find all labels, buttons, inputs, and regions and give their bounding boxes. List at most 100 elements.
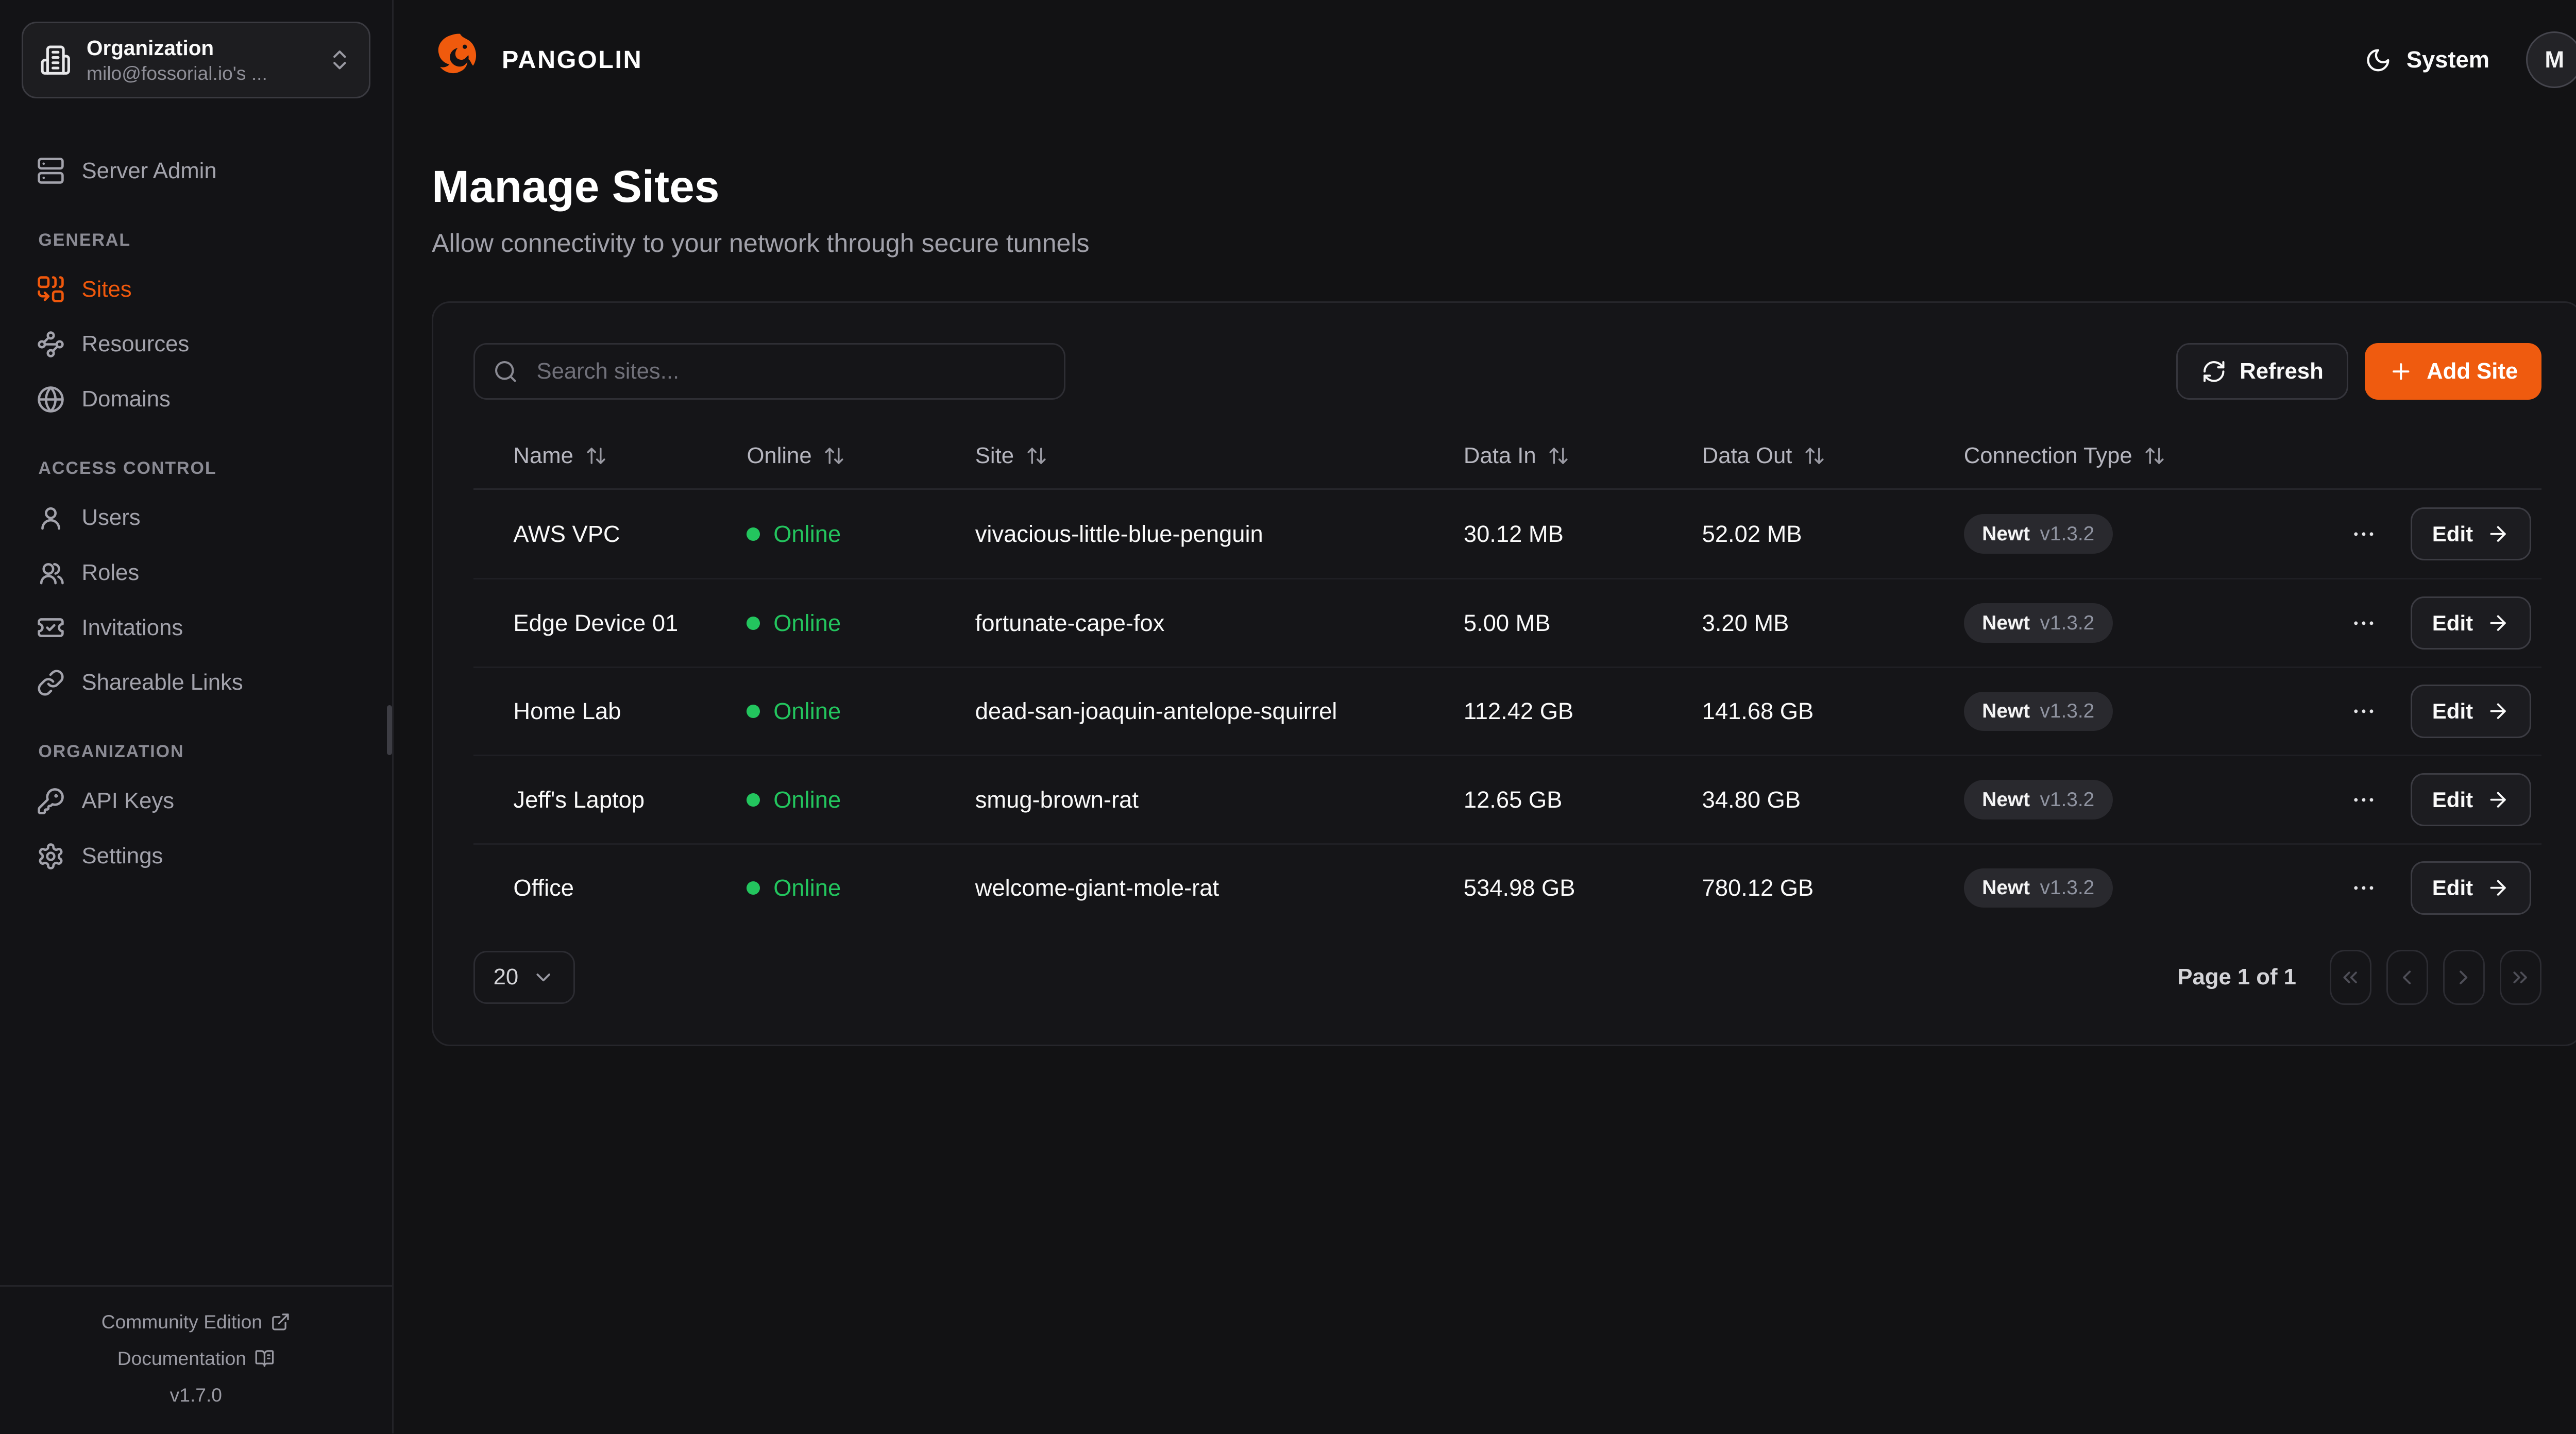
next-page-button[interactable] <box>2443 949 2485 1005</box>
first-page-button[interactable] <box>2329 949 2371 1005</box>
arrow-right-icon <box>2490 792 2506 808</box>
connection-type-cell: Newt v1.3.2 <box>1963 691 2347 731</box>
edit-button[interactable]: Edit <box>2410 685 2532 738</box>
connection-type-cell: Newt v1.3.2 <box>1963 780 2347 820</box>
page-size-select[interactable]: 20 <box>473 950 575 1004</box>
row-actions-button[interactable] <box>2347 695 2381 728</box>
table-row: Office Online welcome-giant-mole-rat 534… <box>473 843 2541 932</box>
search-input[interactable] <box>533 356 1045 386</box>
online-status-cell: Online <box>747 875 975 901</box>
pager-buttons <box>2329 949 2541 1005</box>
row-actions-button[interactable] <box>2347 872 2381 905</box>
connection-type-name: Newt <box>1982 522 2030 545</box>
chevrons-right-icon <box>2513 971 2528 983</box>
connection-type-name: Newt <box>1982 700 2030 723</box>
online-status-label: Online <box>773 609 841 636</box>
site-slug-cell: dead-san-joaquin-antelope-squirrel <box>975 698 1337 725</box>
search-icon <box>495 361 516 382</box>
avatar[interactable]: M <box>2526 31 2576 89</box>
external-link-icon <box>272 1313 289 1330</box>
sidebar-item-users[interactable]: Users <box>22 490 370 545</box>
site-name-cell: Home Lab <box>513 698 621 725</box>
sidebar-item-label: API Keys <box>81 788 175 814</box>
connection-type-badge: Newt v1.3.2 <box>1963 780 2113 820</box>
sites-card: Refresh Add Site Name Online <box>432 301 2576 1047</box>
community-edition-link[interactable]: Community Edition <box>0 1304 392 1340</box>
column-label: Site <box>975 442 1014 468</box>
users-icon <box>37 558 65 587</box>
data-out-cell: 3.20 MB <box>1702 609 1789 636</box>
connection-type-version: v1.3.2 <box>2040 788 2095 811</box>
sidebar-scrollbar-thumb[interactable] <box>386 705 392 755</box>
online-status-cell: Online <box>747 610 975 637</box>
sidebar-item-label: Users <box>81 505 141 530</box>
page-indicator: Page 1 of 1 <box>2177 964 2296 990</box>
chevron-left-icon <box>2403 970 2411 984</box>
column-header-data-in[interactable]: Data In <box>1464 443 1702 469</box>
sidebar-nav: Server Admin GENERAL Sites Resources Dom <box>0 120 392 883</box>
column-header-online[interactable]: Online <box>747 443 975 469</box>
connection-type-name: Newt <box>1982 611 2030 634</box>
key-icon <box>37 787 65 815</box>
sites-table-header: Name Online Site Data In <box>473 423 2541 490</box>
online-status-cell: Online <box>747 521 975 548</box>
edit-button[interactable]: Edit <box>2410 861 2532 915</box>
sidebar-item-settings[interactable]: Settings <box>22 829 370 884</box>
add-site-button[interactable]: Add Site <box>2365 343 2541 400</box>
documentation-label: Documentation <box>117 1347 246 1369</box>
sidebar-item-resources[interactable]: Resources <box>22 317 370 372</box>
sidebar-item-domains[interactable]: Domains <box>22 372 370 427</box>
sidebar-section-access-control: ACCESS CONTROL <box>38 458 217 478</box>
edit-button-label: Edit <box>2432 787 2473 812</box>
connection-type-cell: Newt v1.3.2 <box>1963 514 2347 554</box>
sidebar-item-roles[interactable]: Roles <box>22 545 370 600</box>
sidebar: Organization milo@fossorial.io's ... Ser… <box>0 0 394 1433</box>
documentation-link[interactable]: Documentation <box>0 1340 392 1377</box>
online-status-cell: Online <box>747 787 975 813</box>
data-out-cell: 52.02 MB <box>1702 520 1802 547</box>
data-in-cell: 112.42 GB <box>1463 698 1574 725</box>
connection-type-version: v1.3.2 <box>2040 877 2095 899</box>
connection-type-badge: Newt v1.3.2 <box>1963 868 2113 908</box>
column-header-data-out[interactable]: Data Out <box>1702 443 1964 469</box>
org-switcher-text: Organization milo@fossorial.io's ... <box>87 35 312 85</box>
sidebar-item-label: Resources <box>81 331 190 357</box>
sidebar-item-shareable-links[interactable]: Shareable Links <box>22 655 370 710</box>
site-name-cell: Edge Device 01 <box>513 609 679 636</box>
pangolin-logo-icon <box>438 34 477 74</box>
link-icon <box>37 669 65 697</box>
sidebar-item-sites[interactable]: Sites <box>22 262 370 317</box>
connection-type-cell: Newt v1.3.2 <box>1963 868 2347 908</box>
avatar-initial: M <box>2545 46 2565 73</box>
refresh-button[interactable]: Refresh <box>2176 343 2349 400</box>
app-version: v1.7.0 <box>170 1384 223 1406</box>
add-site-button-label: Add Site <box>2427 358 2518 384</box>
sidebar-item-invitations[interactable]: Invitations <box>22 600 370 655</box>
chevron-down-icon <box>536 973 550 981</box>
column-label: Data In <box>1463 442 1536 468</box>
sidebar-item-label: Server Admin <box>81 158 217 183</box>
previous-page-button[interactable] <box>2386 949 2428 1005</box>
sort-icon <box>1805 447 1824 464</box>
edit-button[interactable]: Edit <box>2410 773 2532 827</box>
row-actions-button[interactable] <box>2347 606 2381 640</box>
connection-type-cell: Newt v1.3.2 <box>1963 603 2347 643</box>
column-label: Name <box>513 442 573 468</box>
row-actions-button[interactable] <box>2347 783 2381 816</box>
column-header-site[interactable]: Site <box>975 443 1464 469</box>
org-switcher[interactable]: Organization milo@fossorial.io's ... <box>22 22 370 98</box>
column-header-name[interactable]: Name <box>513 443 747 469</box>
theme-toggle[interactable]: System <box>2365 46 2489 73</box>
edit-button[interactable]: Edit <box>2410 596 2532 650</box>
brand[interactable]: PANGOLIN <box>432 31 642 88</box>
row-actions-button[interactable] <box>2347 517 2381 551</box>
connection-type-name: Newt <box>1982 877 2030 899</box>
last-page-button[interactable] <box>2499 949 2541 1005</box>
sidebar-item-api-keys[interactable]: API Keys <box>22 774 370 829</box>
sidebar-item-label: Domains <box>81 386 171 412</box>
sidebar-item-server-admin[interactable]: Server Admin <box>22 143 370 198</box>
sort-icon <box>2145 447 2164 464</box>
user-icon <box>37 504 65 532</box>
column-header-connection-type[interactable]: Connection Type <box>1964 443 2347 469</box>
edit-button[interactable]: Edit <box>2410 507 2532 561</box>
